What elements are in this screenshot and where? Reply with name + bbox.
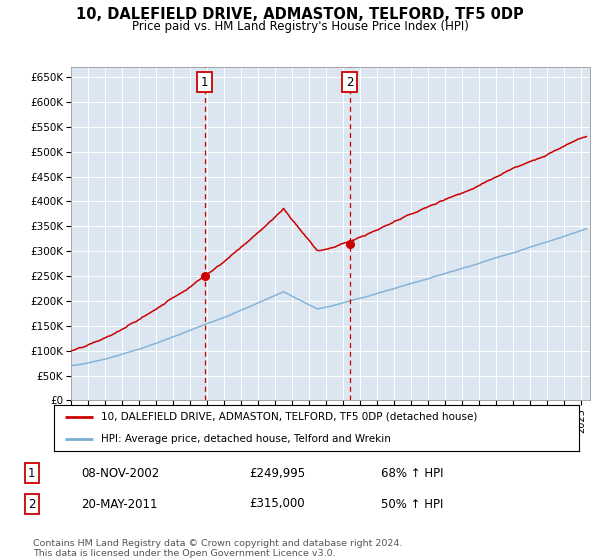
Text: 2: 2 (346, 76, 353, 88)
Text: £315,000: £315,000 (249, 497, 305, 511)
Text: 1: 1 (201, 76, 208, 88)
Text: 10, DALEFIELD DRIVE, ADMASTON, TELFORD, TF5 0DP (detached house): 10, DALEFIELD DRIVE, ADMASTON, TELFORD, … (101, 412, 478, 422)
Text: 08-NOV-2002: 08-NOV-2002 (81, 466, 159, 480)
Text: 50% ↑ HPI: 50% ↑ HPI (381, 497, 443, 511)
Text: HPI: Average price, detached house, Telford and Wrekin: HPI: Average price, detached house, Telf… (101, 434, 391, 444)
Text: 20-MAY-2011: 20-MAY-2011 (81, 497, 157, 511)
Text: Contains HM Land Registry data © Crown copyright and database right 2024.
This d: Contains HM Land Registry data © Crown c… (33, 539, 403, 558)
Text: 68% ↑ HPI: 68% ↑ HPI (381, 466, 443, 480)
Text: £249,995: £249,995 (249, 466, 305, 480)
Text: 1: 1 (28, 466, 35, 480)
Text: Price paid vs. HM Land Registry's House Price Index (HPI): Price paid vs. HM Land Registry's House … (131, 20, 469, 33)
Text: 10, DALEFIELD DRIVE, ADMASTON, TELFORD, TF5 0DP: 10, DALEFIELD DRIVE, ADMASTON, TELFORD, … (76, 7, 524, 22)
Text: 2: 2 (28, 497, 35, 511)
